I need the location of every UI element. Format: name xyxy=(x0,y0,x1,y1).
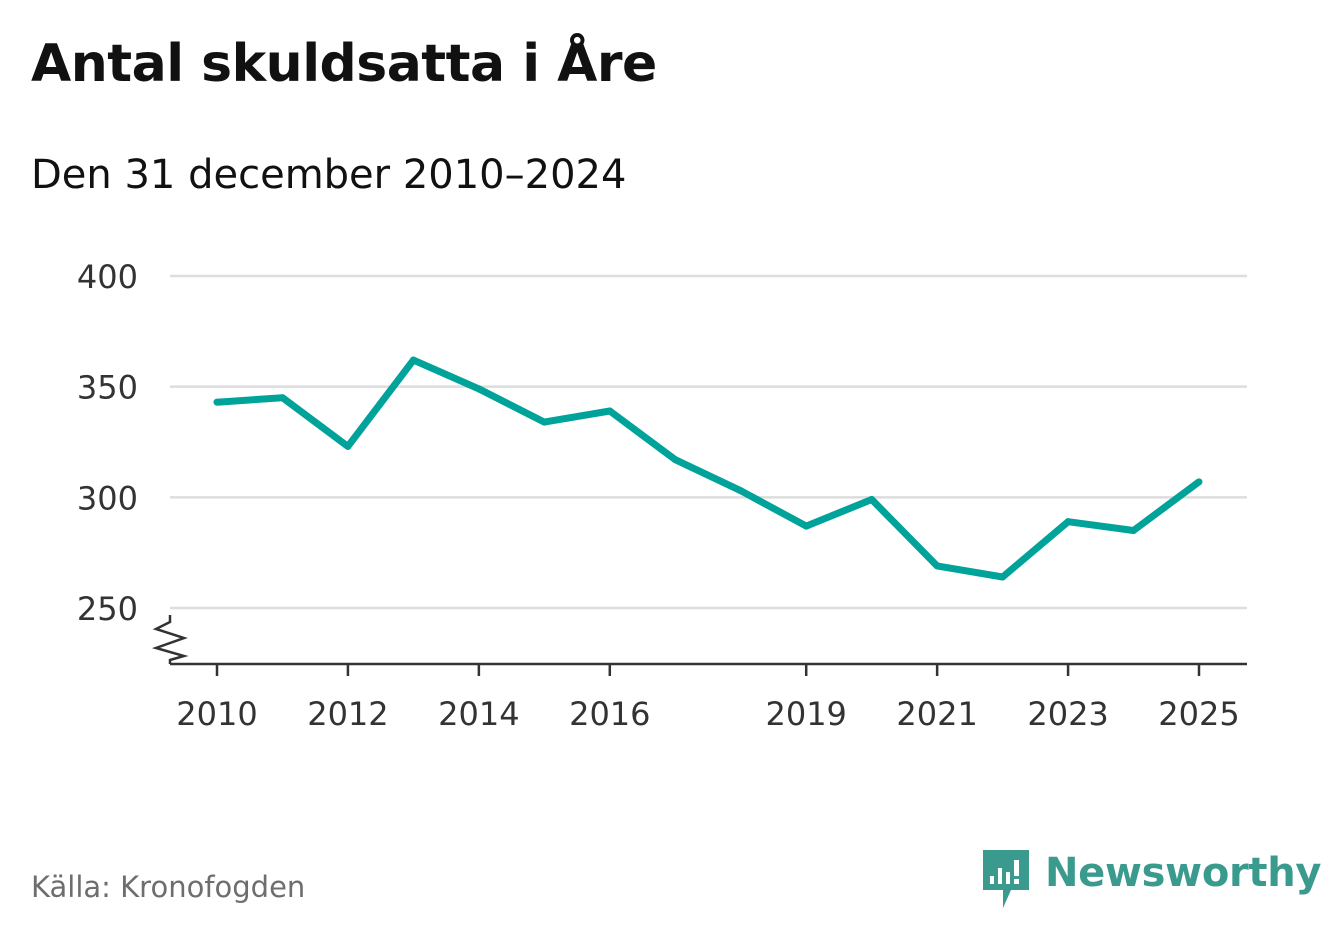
data-point-2014 xyxy=(475,385,483,393)
y-tick-label-250: 250 xyxy=(77,590,138,628)
data-point-2015 xyxy=(540,418,548,426)
data-point-2023 xyxy=(1064,518,1072,526)
y-tick-label-300: 300 xyxy=(77,479,138,517)
data-point-2010 xyxy=(213,398,221,406)
axis-break-icon xyxy=(151,615,189,664)
y-tick-label-350: 350 xyxy=(77,369,138,407)
brand-name: Newsworthy xyxy=(1045,850,1322,896)
x-tick-label-2012: 2012 xyxy=(307,695,388,733)
brand-logo: Newsworthy xyxy=(981,846,1322,910)
chart-subtitle: Den 31 december 2010–2024 xyxy=(31,152,627,198)
x-tick-label-2016: 2016 xyxy=(569,695,650,733)
series-line-0 xyxy=(216,356,1202,581)
x-tick-label-2010: 2010 xyxy=(176,695,257,733)
x-tick-label-2019: 2019 xyxy=(765,695,846,733)
x-tick-label-2014: 2014 xyxy=(438,695,519,733)
data-point-2012 xyxy=(344,442,352,450)
x-tick-label-2023: 2023 xyxy=(1027,695,1108,733)
data-point-2020 xyxy=(868,496,876,504)
source-note: Källa: Kronofogden xyxy=(31,870,306,904)
data-point-2016 xyxy=(606,407,614,415)
newsworthy-logo-icon xyxy=(983,850,1029,908)
x-tick-label-2021: 2021 xyxy=(896,695,977,733)
y-tick-label-400: 400 xyxy=(77,258,138,296)
data-point-2025 xyxy=(1195,478,1203,486)
data-point-2022 xyxy=(999,573,1007,581)
data-point-2024 xyxy=(1130,527,1138,535)
data-point-2019 xyxy=(802,522,810,530)
data-point-2011 xyxy=(278,394,286,402)
data-point-2021 xyxy=(933,562,941,570)
data-point-2017 xyxy=(671,456,679,464)
data-point-2018 xyxy=(737,487,745,495)
chart-title: Antal skuldsatta i Åre xyxy=(31,34,657,94)
data-point-2013 xyxy=(409,356,417,364)
x-tick-label-2025: 2025 xyxy=(1158,695,1239,733)
